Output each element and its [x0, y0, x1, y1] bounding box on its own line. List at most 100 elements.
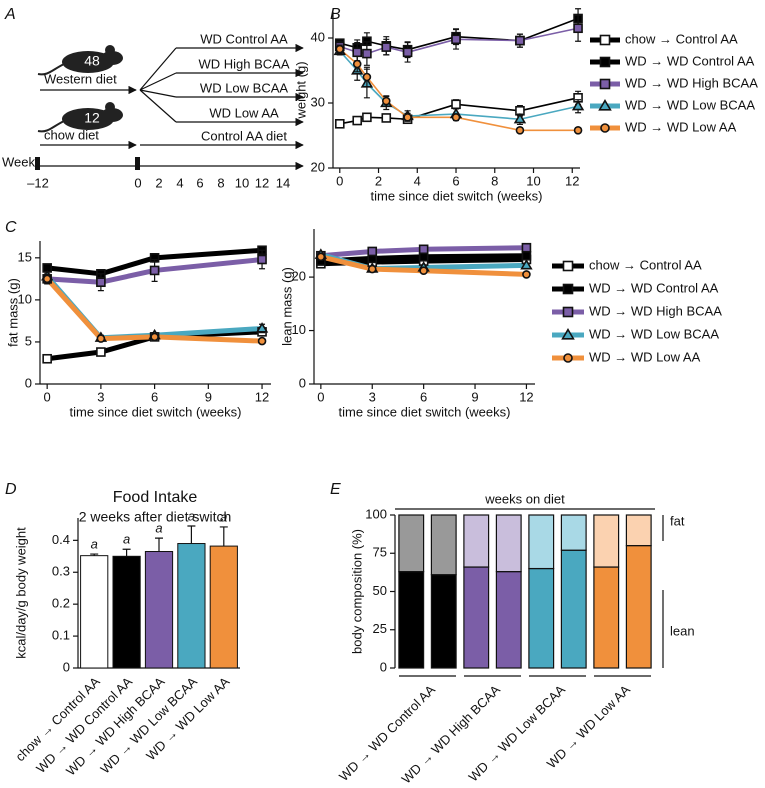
- annotation: a: [220, 509, 227, 524]
- header: weeks on diet: [484, 491, 565, 506]
- legend-label: WD → WD High BCAA: [589, 303, 722, 318]
- bar: [209, 545, 238, 669]
- series-line: [45, 277, 263, 344]
- y-tick-label: 0: [299, 375, 306, 390]
- bar-segment: [430, 574, 457, 669]
- series-label: fat: [670, 513, 685, 528]
- point: [335, 44, 345, 54]
- bar-segment: [463, 566, 490, 669]
- y-axis-label: lean mass (g): [279, 267, 294, 346]
- x-tick-label: 2: [375, 173, 382, 188]
- point: [362, 72, 372, 82]
- point: [403, 113, 412, 122]
- x-tick-label: 6: [420, 389, 427, 404]
- y-tick-label: 0: [25, 375, 32, 390]
- series-line: [46, 329, 263, 362]
- series-line: [47, 257, 263, 285]
- bar: [80, 555, 109, 669]
- x-tick-label: 6: [452, 173, 459, 188]
- annotation: a: [155, 521, 162, 536]
- timeline-tick: 0: [134, 175, 141, 190]
- point: [515, 126, 525, 135]
- y-tick-label: 0: [63, 659, 70, 674]
- y-axis-label: weight (g): [293, 61, 308, 119]
- legend-marker: [562, 306, 574, 318]
- chart-subtitle: 2 weeks after diet switch: [79, 509, 232, 525]
- branch-lines: [139, 47, 177, 123]
- point: [451, 34, 461, 45]
- x-axis-label: time since diet switch (weeks): [70, 404, 242, 419]
- bar: [144, 551, 174, 669]
- point: [522, 270, 531, 279]
- point: [402, 47, 413, 58]
- panel-label: A: [4, 6, 16, 23]
- legend-label: WD → WD Control AA: [625, 53, 755, 68]
- point: [96, 277, 106, 288]
- mouse-count: 12: [84, 110, 100, 126]
- x-tick-label: 4: [414, 173, 421, 188]
- bar-segment: [560, 514, 587, 551]
- bar-segment: [625, 514, 652, 547]
- timeline-tick: 8: [217, 175, 224, 190]
- legend-marker: [600, 123, 610, 133]
- legend-label: WD → WD High BCAA: [625, 75, 758, 90]
- point: [255, 322, 269, 333]
- legend-marker: [599, 56, 611, 68]
- x-tick-label: 10: [526, 173, 540, 188]
- bar-segment: [593, 514, 620, 568]
- bar-segment: [430, 514, 457, 576]
- bar-segment: [625, 544, 652, 669]
- diet-label: Western diet: [44, 71, 117, 86]
- timeline-tick: 12: [255, 175, 269, 190]
- annotation: a: [91, 537, 98, 552]
- legend-marker: [562, 260, 574, 272]
- branch-label: WD High BCAA: [198, 56, 289, 71]
- point: [513, 112, 527, 124]
- legend-label: chow → Control AA: [589, 257, 702, 272]
- legend-marker: [562, 283, 574, 295]
- series-line: [320, 245, 527, 259]
- timeline-tick: –12: [27, 175, 49, 190]
- bar: [177, 543, 206, 669]
- bar: [112, 555, 141, 669]
- branch-label: WD Low BCAA: [200, 80, 288, 95]
- point: [362, 48, 372, 59]
- bar-segment: [528, 567, 555, 669]
- y-tick-label: 30: [311, 94, 325, 109]
- point: [96, 334, 106, 343]
- y-tick-label: 0.1: [52, 628, 70, 643]
- y-tick-label: 100: [365, 506, 387, 521]
- bar-segment: [528, 514, 555, 570]
- diet-label: chow diet: [44, 127, 99, 142]
- panel-label: D: [5, 481, 17, 498]
- branch-label: WD Control AA: [200, 31, 288, 46]
- point: [515, 35, 525, 46]
- timeline-tick: 4: [176, 175, 183, 190]
- y-tick-label: 25: [373, 621, 387, 636]
- panel-label: C: [5, 219, 17, 236]
- x-tick-label: 3: [97, 389, 104, 404]
- point: [362, 112, 372, 123]
- point: [418, 244, 429, 255]
- x-tick-label: 12: [565, 173, 579, 188]
- bar-segment: [560, 549, 587, 669]
- error-bar: [187, 525, 196, 544]
- series-line: [320, 254, 527, 277]
- bar-segment: [463, 514, 490, 568]
- x-tick-label: 8: [491, 173, 498, 188]
- annotation: a: [188, 508, 195, 523]
- y-tick-label: 10: [18, 291, 32, 306]
- y-tick-label: 50: [373, 583, 387, 598]
- y-tick-label: 20: [292, 269, 306, 284]
- series-line: [46, 247, 263, 277]
- x-tick-label: 0: [317, 389, 324, 404]
- x-tick-label: 6: [151, 389, 158, 404]
- timeline-tick: 14: [276, 175, 290, 190]
- error-bar: [122, 548, 131, 557]
- timeline-marker: [35, 157, 40, 170]
- x-axis-label: time since diet switch (weeks): [339, 404, 511, 419]
- y-tick-label: 0.3: [52, 564, 70, 579]
- point: [257, 336, 267, 346]
- series-line: [45, 274, 263, 341]
- point: [367, 264, 377, 274]
